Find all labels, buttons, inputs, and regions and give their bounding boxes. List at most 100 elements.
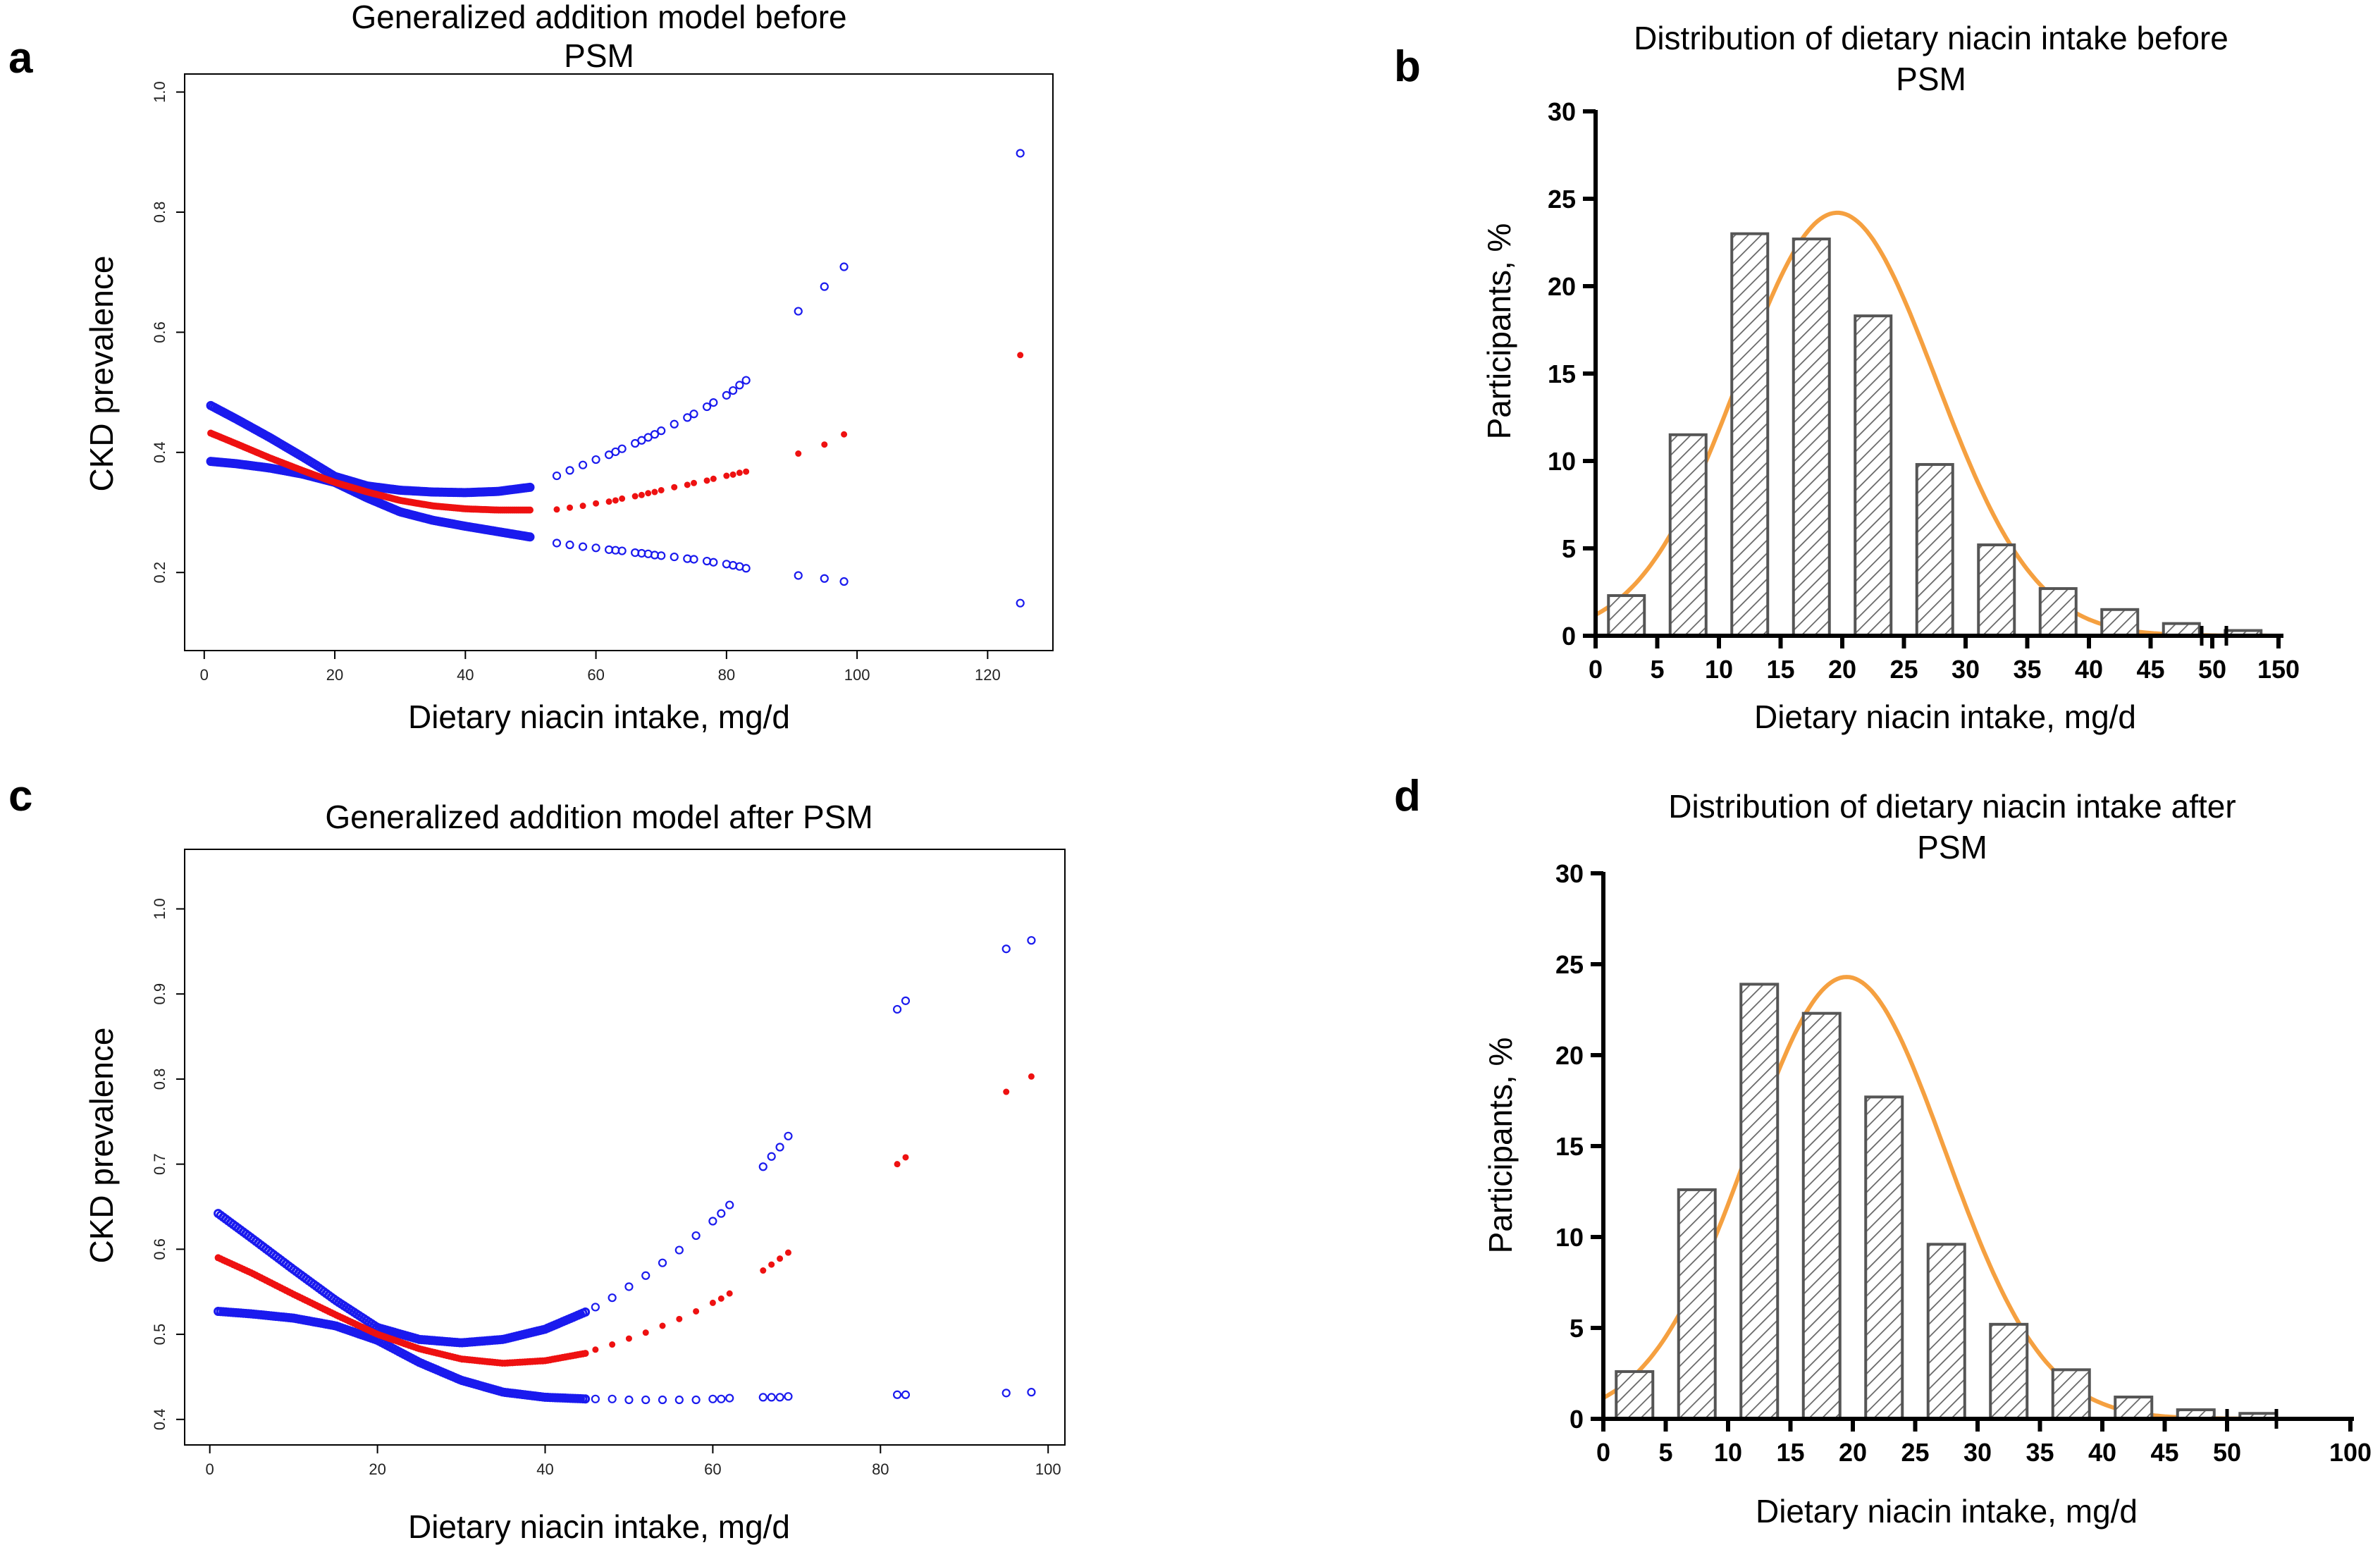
fit-point bbox=[784, 1249, 791, 1256]
ci-upper-point bbox=[775, 1143, 784, 1152]
panel-label-b: b bbox=[1394, 42, 1421, 91]
histogram-bar bbox=[1792, 238, 1831, 638]
fit-point bbox=[841, 431, 848, 438]
ci-upper-point bbox=[608, 1293, 617, 1303]
ci-lower-point bbox=[767, 1393, 776, 1402]
ci-upper-point bbox=[1016, 149, 1025, 158]
chart-title-line-2: PSM bbox=[564, 37, 634, 74]
x-tick-label: 15 bbox=[1766, 655, 1794, 684]
ci-upper-point bbox=[565, 466, 574, 475]
y-tick-label: 0.6 bbox=[151, 321, 168, 343]
y-axis: 0.2 0.4 0.6 0.8 1.0 bbox=[151, 81, 185, 584]
histogram-bar bbox=[2100, 608, 2140, 637]
fit-point bbox=[1003, 1088, 1010, 1095]
y-tick-label: 15 bbox=[1555, 1132, 1584, 1161]
x-tick-label: 80 bbox=[872, 1460, 889, 1478]
ci-upper-point bbox=[708, 1217, 717, 1226]
fit-point bbox=[658, 486, 665, 493]
ci-upper-point bbox=[617, 444, 627, 453]
fit-point bbox=[659, 1322, 666, 1329]
histogram-bar bbox=[2114, 1396, 2154, 1421]
x-tick-label: 5 bbox=[1658, 1438, 1672, 1467]
fit-point bbox=[526, 506, 534, 514]
ci-lower-point bbox=[689, 555, 698, 564]
y-axis-label: CKD prevalence bbox=[83, 256, 120, 492]
ci-upper-point bbox=[717, 1209, 726, 1218]
fit-point bbox=[579, 503, 586, 510]
plot-points bbox=[206, 149, 1025, 608]
fit-point bbox=[760, 1267, 767, 1274]
x-axis-label: Dietary niacin intake, mg/d bbox=[1754, 699, 2136, 735]
y-tick-label: 0.4 bbox=[151, 442, 168, 464]
fit-point bbox=[631, 493, 639, 500]
ci-upper-point bbox=[591, 455, 600, 464]
panel-label-c: c bbox=[8, 772, 32, 820]
x-tick-label: 40 bbox=[2088, 1438, 2116, 1467]
ci-upper-point bbox=[901, 996, 911, 1005]
x-tick-label: 50 bbox=[2213, 1438, 2241, 1467]
fit-point bbox=[795, 450, 802, 457]
panel-b-histogram: Distribution of dietary niacin intake be… bbox=[1481, 20, 2300, 735]
chart-title-line-1: Distribution of dietary niacin intake be… bbox=[1634, 20, 2228, 56]
y-tick-label: 30 bbox=[1548, 97, 1576, 126]
y-tick-label: 5 bbox=[1570, 1314, 1584, 1343]
fit-point bbox=[736, 469, 743, 476]
ci-lower-point bbox=[552, 539, 562, 548]
ci-lower-point bbox=[565, 540, 574, 550]
fit-point bbox=[592, 1346, 599, 1353]
ci-lower-point bbox=[591, 1394, 600, 1403]
x-tick-label: 25 bbox=[1889, 655, 1918, 684]
x-tick-label: 150 bbox=[2257, 655, 2300, 684]
x-tick-label: 40 bbox=[536, 1460, 553, 1478]
x-axis-label: Dietary niacin intake, mg/d bbox=[408, 1508, 790, 1545]
ci-lower-point bbox=[617, 546, 627, 555]
ci-upper-point bbox=[725, 1200, 734, 1210]
bars bbox=[1607, 232, 2263, 638]
y-tick-label: 10 bbox=[1555, 1223, 1584, 1252]
ci-upper-point bbox=[767, 1152, 776, 1161]
fit-point bbox=[625, 1335, 632, 1342]
fit-point bbox=[717, 1295, 725, 1302]
ci-lower-point bbox=[624, 1395, 634, 1405]
x-tick-label: 20 bbox=[1828, 655, 1856, 684]
fit-point bbox=[638, 491, 645, 498]
histogram-bar bbox=[1607, 593, 1646, 638]
y-tick-label: 25 bbox=[1555, 950, 1584, 979]
ci-upper-point bbox=[758, 1162, 767, 1171]
x-tick-label: 60 bbox=[587, 666, 604, 684]
y-tick-label: 0.8 bbox=[151, 1069, 168, 1090]
chart-title-line-2: PSM bbox=[1917, 829, 1987, 866]
ci-lower-point bbox=[608, 1394, 617, 1403]
ci-upper-point bbox=[820, 282, 829, 291]
x-tick-label: 100 bbox=[1035, 1460, 1061, 1478]
fit-point bbox=[691, 479, 698, 486]
ci-lower-point bbox=[708, 1394, 717, 1403]
y-tick-label: 15 bbox=[1548, 359, 1576, 388]
ci-upper-point bbox=[650, 430, 660, 439]
fit-point bbox=[729, 471, 736, 478]
fit-point bbox=[821, 441, 828, 448]
ci-upper-point bbox=[892, 1004, 902, 1014]
ci-lower-point bbox=[820, 574, 829, 583]
fit-point bbox=[593, 500, 600, 507]
ci-lower-point bbox=[1016, 598, 1025, 608]
ci-upper-point bbox=[624, 1282, 634, 1291]
ci-lower-point bbox=[657, 551, 666, 560]
fit-point bbox=[726, 1290, 733, 1297]
histogram-bar bbox=[2051, 1368, 2091, 1420]
ci-upper-point bbox=[658, 1258, 667, 1267]
ci-upper-point bbox=[722, 390, 731, 400]
x-axis: 0 20 40 60 80 100 bbox=[206, 1445, 1061, 1478]
ci-lower-point bbox=[691, 1395, 701, 1405]
y-tick-label: 0.2 bbox=[151, 562, 168, 584]
x-axis-label: Dietary niacin intake, mg/d bbox=[408, 699, 790, 735]
fit-point bbox=[777, 1255, 784, 1262]
bars bbox=[1615, 983, 2279, 1421]
ci-lower-point bbox=[784, 1392, 793, 1401]
fit-point bbox=[902, 1154, 909, 1161]
ci-lower-point bbox=[839, 577, 849, 586]
fit-point bbox=[605, 498, 612, 505]
fit-point bbox=[693, 1307, 700, 1315]
y-tick-label: 0.5 bbox=[151, 1324, 168, 1346]
